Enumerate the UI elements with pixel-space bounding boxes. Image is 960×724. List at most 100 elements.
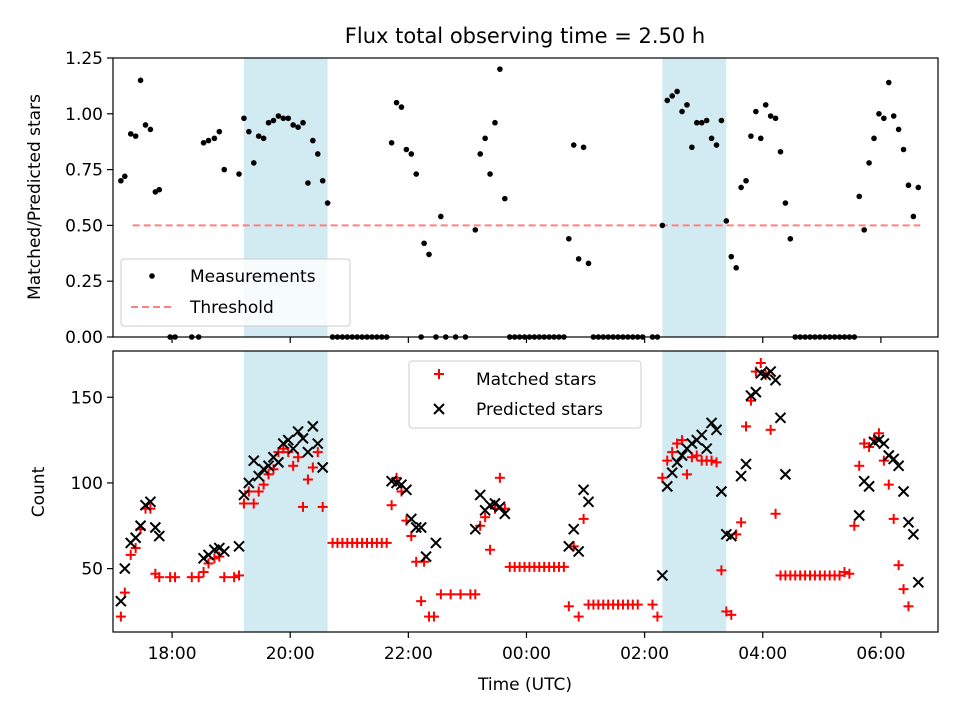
predicted-point	[287, 442, 299, 455]
matched-point	[854, 460, 865, 471]
matched-point	[667, 447, 678, 458]
measurement-point	[221, 166, 228, 173]
predicted-point	[499, 508, 511, 520]
predicted-point	[892, 460, 905, 472]
matched-point	[883, 479, 894, 490]
top-ylabel: Matched/Predicted stars	[25, 94, 45, 300]
measurement-point	[285, 115, 292, 122]
observing-span-2	[662, 351, 727, 632]
measurement-point	[767, 113, 774, 119]
measurement-point	[871, 135, 877, 142]
matched-point	[706, 455, 717, 466]
measurement-point	[787, 235, 794, 242]
predicted-point	[661, 480, 673, 493]
predicted-point	[233, 540, 245, 553]
measurement-point	[585, 260, 592, 267]
top-legend-box	[120, 258, 351, 327]
predicted-point	[129, 532, 142, 544]
measurement-point	[142, 122, 149, 128]
measurement-point	[398, 104, 405, 110]
matched-point	[238, 498, 249, 509]
predicted-point	[779, 468, 792, 481]
measurement-point	[236, 171, 242, 177]
y-tick-label: 100	[71, 474, 103, 494]
observing-span-2	[662, 58, 727, 337]
predicted-point	[902, 516, 915, 529]
legend-threshold-label: Threshold	[189, 298, 274, 318]
measurement-point	[324, 200, 331, 206]
measurement-point	[748, 133, 754, 139]
measurement-point	[270, 117, 277, 124]
measurement-point	[255, 133, 262, 139]
bottom-legend: Matched stars Predicted stars	[408, 360, 642, 429]
matched-point	[741, 421, 752, 432]
measurement-point	[762, 102, 769, 108]
measurement-point	[757, 135, 764, 142]
measurement-point	[314, 151, 321, 157]
matched-point	[888, 513, 899, 524]
measurement-point	[713, 142, 720, 148]
predicted-point	[764, 365, 777, 378]
measurement-point	[743, 177, 749, 184]
measurement-point	[861, 227, 867, 233]
predicted-point	[277, 437, 290, 450]
measurement-point	[137, 77, 144, 84]
matched-point	[903, 601, 914, 612]
matched-point	[677, 435, 688, 446]
matched-point	[745, 395, 756, 406]
matched-point	[125, 549, 136, 560]
predicted-point	[243, 477, 255, 489]
measurement-point	[664, 97, 671, 104]
measurement-point	[426, 251, 432, 258]
matched-point	[253, 486, 264, 497]
measurement-point	[698, 119, 705, 126]
y-tick-label: 0.75	[65, 161, 103, 181]
measurement-point	[241, 115, 247, 122]
predicted-point	[740, 458, 752, 470]
measurement-point	[708, 135, 715, 142]
matched-point	[428, 611, 439, 622]
measurement-point	[733, 265, 739, 271]
chart-title: Flux total observing time = 2.50 h	[345, 24, 705, 48]
matched-point	[573, 611, 584, 622]
measurement-point	[502, 195, 508, 202]
measurement-point	[772, 115, 779, 122]
x-tick-label: 18:00	[148, 644, 197, 664]
matched-point	[662, 455, 673, 466]
measurement-point	[497, 66, 503, 72]
matched-point	[258, 479, 269, 490]
bottom-y-ticks: 50 100 150	[71, 388, 113, 580]
matched-point	[198, 567, 209, 578]
matched-point	[691, 450, 702, 461]
predicted-point	[863, 480, 875, 493]
measurement-point	[275, 113, 282, 119]
predicted-point	[115, 595, 127, 607]
bottom-xlabel: Time (UTC)	[477, 675, 572, 695]
measurement-point	[890, 113, 897, 119]
matched-point	[406, 531, 417, 542]
matched-point	[568, 541, 579, 552]
measurement-point	[200, 140, 207, 146]
matched-point	[381, 537, 392, 548]
measurement-point	[570, 142, 577, 148]
predicted-point	[213, 542, 226, 554]
predicted-point	[134, 520, 147, 532]
measurement-point	[265, 119, 272, 126]
matched-point	[873, 428, 884, 439]
top-y-ticks: 0.00 0.25 0.50 0.75 1.00 1.25	[65, 49, 113, 348]
matched-point	[686, 452, 697, 463]
predicted-point	[238, 489, 250, 501]
measurement-point	[205, 137, 212, 144]
legend-matched-label: Matched stars	[476, 370, 596, 390]
predicted-point	[563, 540, 575, 553]
top-legend: Measurements Threshold	[120, 258, 351, 327]
legend-predicted-marker	[433, 403, 445, 415]
legend-measurements-label: Measurements	[190, 267, 316, 287]
x-tick-label: 00:00	[502, 644, 551, 664]
measurement-point	[492, 119, 498, 126]
measurement-point	[260, 135, 267, 142]
predicted-point	[316, 461, 329, 474]
predicted-point	[873, 434, 885, 446]
measurement-point	[910, 213, 917, 220]
measurement-point	[659, 222, 666, 229]
